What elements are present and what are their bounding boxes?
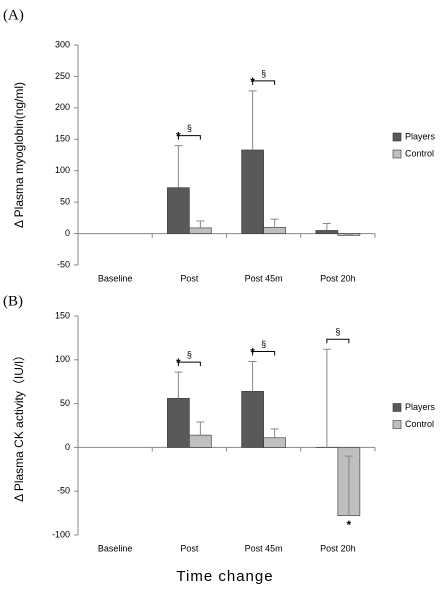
bar [263, 226, 286, 234]
x-tick-label: Post [180, 543, 199, 553]
legend-label: Control [405, 148, 434, 158]
bracket-label: § [187, 349, 192, 359]
bar [241, 149, 264, 234]
y-tick-label: 50 [60, 398, 70, 408]
y-axis-label: Δ Plasma CK activity（IU/l） [12, 349, 26, 502]
x-tick-label: Post [180, 273, 199, 283]
x-axis-label: Time change [176, 568, 273, 585]
error-bar [196, 421, 205, 436]
legend-swatch [392, 403, 402, 412]
bracket-label: § [335, 327, 340, 337]
error-bar [174, 371, 183, 399]
bar [189, 434, 212, 448]
error-bar [344, 233, 353, 236]
bar [189, 227, 212, 234]
x-tick-label: Post 45m [245, 273, 283, 283]
x-tick-label: Baseline [98, 273, 133, 283]
bracket [177, 361, 201, 367]
y-tick-label: 0 [65, 442, 70, 452]
panel-label: (B) [3, 293, 23, 309]
bar [167, 187, 190, 234]
bar [263, 437, 286, 448]
y-tick-label: 50 [60, 197, 70, 207]
x-tick-label: Post 20h [320, 273, 356, 283]
error-bar [344, 455, 353, 516]
x-tick-label: Post 45m [245, 543, 283, 553]
y-tick-label: 150 [55, 310, 70, 320]
error-bar [322, 348, 331, 448]
legend-label: Players [405, 402, 436, 412]
error-bar [322, 223, 331, 231]
bracket-label: § [261, 339, 266, 349]
y-tick-label: 100 [55, 354, 70, 364]
y-tick-label: 100 [55, 165, 70, 175]
bar [167, 398, 190, 448]
error-bar [196, 220, 205, 228]
bracket [252, 80, 276, 85]
error-bar [174, 145, 183, 188]
legend-swatch [392, 149, 402, 159]
y-tick-label: 150 [55, 134, 70, 144]
y-tick-label: -50 [57, 486, 70, 496]
error-bar [270, 428, 279, 438]
bracket [252, 351, 276, 356]
error-bar [248, 90, 257, 150]
legend-label: Players [405, 131, 436, 141]
error-bar [248, 361, 257, 392]
legend-label: Control [405, 419, 434, 429]
bracket-label: § [261, 68, 266, 78]
panel-label: (A) [3, 7, 24, 23]
error-bar [270, 218, 279, 228]
bar [315, 230, 339, 234]
x-tick-label: Baseline [98, 543, 133, 553]
y-axis-label: Δ Plasma myoglobin(ng/ml) [12, 82, 26, 228]
y-tick-label: 300 [55, 39, 70, 49]
x-tick-label: Post 20h [320, 543, 356, 553]
y-tick-label: 0 [65, 228, 70, 238]
legend-swatch [392, 420, 402, 429]
y-tick-label: -50 [57, 259, 70, 269]
bracket [326, 338, 350, 344]
bracket-label: § [187, 123, 192, 133]
y-tick-label: 200 [55, 102, 70, 112]
significance-marker: * [347, 518, 352, 532]
y-tick-label: -100 [52, 529, 70, 539]
bracket [177, 135, 201, 140]
bar [241, 391, 264, 448]
legend-swatch [392, 132, 402, 142]
y-tick-label: 250 [55, 71, 70, 81]
